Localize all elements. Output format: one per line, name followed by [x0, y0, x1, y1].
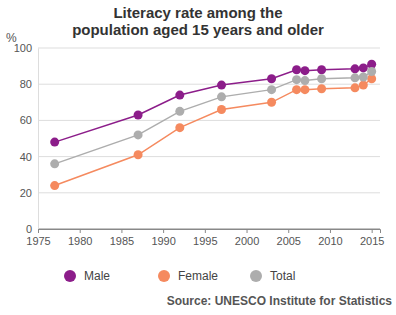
series-point	[300, 85, 309, 94]
series-point	[317, 74, 326, 83]
y-tick-label: 80	[20, 78, 32, 90]
series-point	[359, 63, 368, 72]
series-point	[267, 74, 276, 83]
chart-title-line: Literacy rate among the	[113, 4, 282, 21]
series-point	[292, 85, 301, 94]
x-tick-label: 1980	[68, 235, 92, 247]
x-tick-mark	[288, 229, 289, 233]
grid-line	[38, 120, 380, 121]
x-tick: 1975	[26, 229, 50, 247]
series-point	[134, 130, 143, 139]
plot-area	[50, 60, 376, 190]
series-point	[217, 92, 226, 101]
x-tick: 1990	[151, 229, 175, 247]
series-point	[359, 72, 368, 81]
x-tick-label: 2005	[277, 235, 301, 247]
grid	[38, 48, 380, 229]
y-tick: 20	[20, 187, 38, 199]
legend-marker	[250, 270, 262, 282]
y-tick: 80	[20, 78, 38, 90]
y-tick-label: 40	[20, 151, 32, 163]
y-tick-label: 20	[20, 187, 32, 199]
y-tick-label: 60	[20, 114, 32, 126]
series-point	[317, 84, 326, 93]
series-point	[267, 85, 276, 94]
legend-label: Female	[178, 269, 218, 283]
x-tick-label: 2010	[318, 235, 342, 247]
series-point	[175, 91, 184, 100]
x-tick: 1995	[193, 229, 217, 247]
series-point	[317, 65, 326, 74]
series-point	[217, 105, 226, 114]
series-point	[300, 76, 309, 85]
x-tick: 2010	[318, 229, 342, 247]
x-tick-mark	[330, 229, 331, 233]
legend: Male Female Total	[64, 269, 295, 283]
series-point	[350, 83, 359, 92]
y-axis-line	[38, 49, 39, 230]
grid-line	[38, 48, 380, 49]
x-axis: 1975 1980 1985 1990 1995 2000 2005 2010 2015	[26, 229, 384, 247]
series-point	[359, 81, 368, 90]
x-tick: 2000	[235, 229, 259, 247]
y-axis: 0 20 40 60 80 100	[14, 42, 39, 235]
x-tick-label: 2015	[360, 235, 384, 247]
series-point	[50, 181, 59, 190]
series-point	[350, 73, 359, 82]
y-tick: 0	[26, 223, 38, 235]
series-point	[50, 159, 59, 168]
y-tick: 100	[14, 42, 38, 54]
x-tick-mark	[38, 229, 39, 233]
grid-line	[38, 84, 380, 85]
series-line	[55, 79, 372, 186]
y-tick: 60	[20, 114, 38, 126]
x-tick-mark	[80, 229, 81, 233]
grid-line	[38, 192, 380, 193]
grid-line	[38, 156, 380, 157]
series-point	[367, 67, 376, 76]
series-point	[292, 65, 301, 74]
x-tick-label: 1990	[151, 235, 175, 247]
x-tick-mark	[205, 229, 206, 233]
y-tick-label: 0	[26, 223, 32, 235]
x-tick: 1980	[68, 229, 92, 247]
x-tick-mark	[247, 229, 248, 233]
series-point	[300, 66, 309, 75]
series-point	[50, 138, 59, 147]
x-tick: 2005	[277, 229, 301, 247]
series-point	[217, 81, 226, 90]
x-tick-label: 2000	[235, 235, 259, 247]
legend-marker	[158, 270, 170, 282]
legend-marker	[64, 270, 76, 282]
series-point	[134, 110, 143, 119]
x-tick: 1985	[110, 229, 134, 247]
source-note: Source: UNESCO Institute for Statistics	[167, 294, 393, 308]
series-point	[267, 98, 276, 107]
x-tick-label: 1975	[26, 235, 50, 247]
x-tick-mark	[163, 229, 164, 233]
chart: Literacy rate among thepopulation aged 1…	[0, 0, 396, 315]
series-point	[350, 64, 359, 73]
x-tick: 2015	[360, 229, 384, 247]
series-line	[55, 72, 372, 164]
legend-label: Total	[270, 269, 295, 283]
chart-title: Literacy rate among thepopulation aged 1…	[72, 4, 324, 38]
x-tick-mark	[372, 229, 373, 233]
series-line	[55, 64, 372, 142]
series-point	[134, 150, 143, 159]
x-tick-label: 1985	[110, 235, 134, 247]
series-point	[292, 75, 301, 84]
legend-label: Male	[84, 269, 110, 283]
chart-title-line: population aged 15 years and older	[72, 21, 324, 38]
x-axis-line	[39, 230, 381, 234]
series-point	[175, 123, 184, 132]
y-tick: 40	[20, 151, 38, 163]
x-tick-mark	[121, 229, 122, 233]
series-point	[175, 107, 184, 116]
y-tick-label: 100	[14, 42, 32, 54]
x-tick-label: 1995	[193, 235, 217, 247]
